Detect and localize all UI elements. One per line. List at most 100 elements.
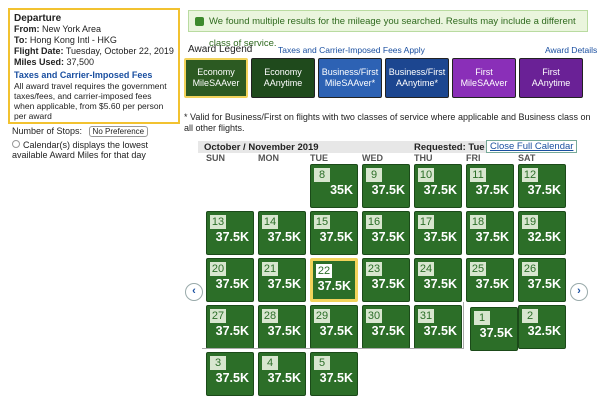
date-row: Flight Date: Tuesday, October 22, 2019 xyxy=(14,46,174,57)
legend-button[interactable]: Economy AAnytime xyxy=(251,58,315,98)
day-miles: 37.5K xyxy=(371,324,405,338)
day-cell[interactable]: 23 37.5K xyxy=(362,258,410,302)
day-cell[interactable]: 20 37.5K xyxy=(206,258,254,302)
day-miles: 37.5K xyxy=(317,279,351,293)
day-cell[interactable]: 31 37.5K xyxy=(414,305,462,349)
legend-button[interactable]: Business/First MileSAAver* xyxy=(318,58,382,98)
miles-row: Miles Used: 37,500 xyxy=(14,57,174,68)
day-number: 24 xyxy=(418,262,434,276)
prev-arrow[interactable]: ‹ xyxy=(185,283,203,301)
stops-filter: Number of Stops: No Preference xyxy=(12,126,149,137)
to-value: Hong Kong Intl - HKG xyxy=(29,35,117,45)
day-miles: 37.5K xyxy=(475,277,509,291)
day-number: 2 xyxy=(522,309,538,323)
day-cell[interactable]: 29 37.5K xyxy=(310,305,358,349)
date-label: Flight Date: xyxy=(14,46,64,56)
legend-line: MileSAAver xyxy=(192,78,240,88)
day-miles: 37.5K xyxy=(267,277,301,291)
legend-button[interactable]: First MileSAAver xyxy=(452,58,516,98)
day-cell[interactable]: 10 37.5K xyxy=(414,164,462,208)
day-cell[interactable]: 11 37.5K xyxy=(466,164,514,208)
legend-line: First xyxy=(542,67,560,77)
day-cell[interactable]: 15 37.5K xyxy=(310,211,358,255)
day-number: 30 xyxy=(366,309,382,323)
day-cell[interactable]: 4 37.5K xyxy=(258,352,306,396)
day-cell[interactable]: 18 37.5K xyxy=(466,211,514,255)
day-number: 29 xyxy=(314,309,330,323)
day-cell[interactable]: 16 37.5K xyxy=(362,211,410,255)
notice-text: We found multiple results for the mileag… xyxy=(209,16,576,49)
legend-line: AAnytime* xyxy=(395,78,439,88)
day-miles: 37.5K xyxy=(319,371,353,385)
calendar-bar xyxy=(198,141,576,153)
day-miles: 37.5K xyxy=(267,371,301,385)
radio[interactable] xyxy=(12,140,20,148)
requested-date: Requested: Tue Oct 22 xyxy=(414,142,517,153)
day-cell[interactable]: 2 32.5K xyxy=(518,305,566,349)
weekday-label: SUN xyxy=(206,153,226,163)
day-number: 28 xyxy=(262,309,278,323)
day-number: 31 xyxy=(418,309,434,323)
next-arrow[interactable]: › xyxy=(570,283,588,301)
award-details-link[interactable]: Award Details xyxy=(545,45,598,55)
day-miles: 37.5K xyxy=(423,277,457,291)
legend-button[interactable]: First AAnytime xyxy=(519,58,583,98)
day-cell[interactable]: 21 37.5K xyxy=(258,258,306,302)
legend-title: Award Legend xyxy=(188,44,253,55)
day-cell[interactable]: 1 37.5K xyxy=(470,307,518,351)
day-cell[interactable]: 27 37.5K xyxy=(206,305,254,349)
legend-line: Business/First xyxy=(321,67,379,77)
day-cell[interactable]: 30 37.5K xyxy=(362,305,410,349)
legend-fees-link[interactable]: Taxes and Carrier-Imposed Fees Apply xyxy=(278,45,425,55)
day-cell[interactable]: 5 37.5K xyxy=(310,352,358,396)
day-cell[interactable]: 17 37.5K xyxy=(414,211,462,255)
day-cell[interactable]: 9 37.5K xyxy=(362,164,410,208)
day-cell[interactable]: 13 37.5K xyxy=(206,211,254,255)
trip-heading: Departure xyxy=(14,13,62,24)
footnote: * Valid for Business/First on flights wi… xyxy=(184,112,591,133)
legend-line: MileSAAver* xyxy=(324,78,376,88)
day-number: 1 xyxy=(474,311,490,325)
day-cell[interactable]: 14 37.5K xyxy=(258,211,306,255)
day-cell[interactable]: 8 35K xyxy=(310,164,358,208)
day-cell[interactable]: 12 37.5K xyxy=(518,164,566,208)
day-cell[interactable]: 22 37.5K xyxy=(310,258,358,302)
day-number: 11 xyxy=(470,168,486,182)
close-calendar-button[interactable]: Close Full Calendar xyxy=(486,140,578,153)
legend-line: AAnytime xyxy=(531,78,571,88)
day-miles: 37.5K xyxy=(423,183,457,197)
to-row: To: Hong Kong Intl - HKG xyxy=(14,35,174,46)
day-cell[interactable]: 28 37.5K xyxy=(258,305,306,349)
day-miles: 37.5K xyxy=(215,371,249,385)
fees-link[interactable]: Taxes and Carrier-Imposed Fees xyxy=(14,70,153,80)
weekday-label: MON xyxy=(258,153,279,163)
weekday-label: FRI xyxy=(466,153,481,163)
day-number: 4 xyxy=(262,356,278,370)
day-miles: 32.5K xyxy=(527,230,561,244)
date-value: Tuesday, October 22, 2019 xyxy=(65,46,174,56)
from-row: From: New York Area xyxy=(14,24,174,35)
day-miles: 37.5K xyxy=(527,183,561,197)
day-miles: 37.5K xyxy=(423,324,457,338)
day-number: 17 xyxy=(418,215,434,229)
day-miles: 32.5K xyxy=(527,324,561,338)
day-cell[interactable]: 26 37.5K xyxy=(518,258,566,302)
legend-button[interactable]: Economy MileSAAver xyxy=(184,58,248,98)
day-number: 25 xyxy=(470,262,486,276)
day-number: 14 xyxy=(262,215,278,229)
stops-select[interactable]: No Preference xyxy=(88,126,149,137)
day-miles: 37.5K xyxy=(475,183,509,197)
day-cell[interactable]: 25 37.5K xyxy=(466,258,514,302)
day-miles: 37.5K xyxy=(371,277,405,291)
day-cell[interactable]: 3 37.5K xyxy=(206,352,254,396)
legend-line: Economy xyxy=(197,67,235,77)
calendar-note: Calendar(s) displays the lowest availabl… xyxy=(12,140,149,160)
day-cell[interactable]: 24 37.5K xyxy=(414,258,462,302)
day-miles: 37.5K xyxy=(319,230,353,244)
day-number: 23 xyxy=(366,262,382,276)
day-cell[interactable]: 19 32.5K xyxy=(518,211,566,255)
day-number: 5 xyxy=(314,356,330,370)
legend-button[interactable]: Business/First AAnytime* xyxy=(385,58,449,98)
fees-note: All award travel requires the government… xyxy=(14,81,167,121)
to-label: To: xyxy=(14,35,28,45)
